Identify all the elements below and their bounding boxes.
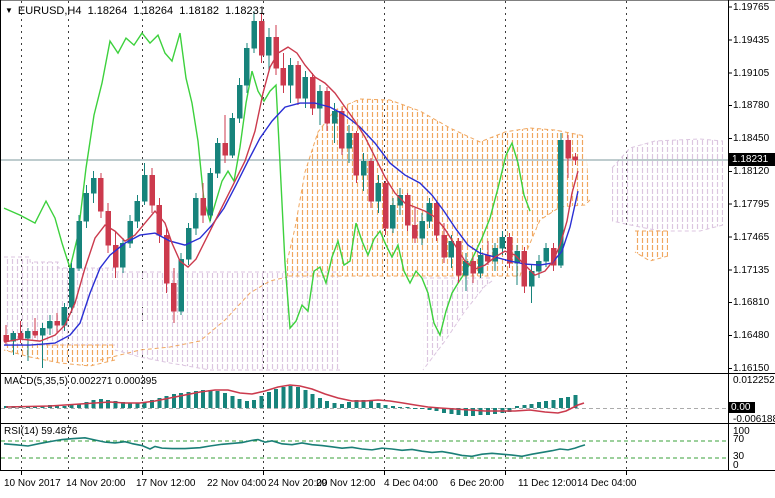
macd-axis-bottom: -0.006188: [733, 414, 775, 425]
symbol-label: EURUSD,H4: [17, 5, 82, 17]
price-tick-label: 1.18450: [733, 133, 770, 145]
ichimoku-cloud: [3, 98, 724, 371]
macd-indicator-label: MACD(5,35,5) 0.002271 0.000395: [4, 376, 157, 387]
rsi-indicator-label: RSI(14) 59.4876: [4, 426, 78, 437]
price-tick-label: 1.17465: [733, 231, 770, 243]
rsi-tick-label: 0: [733, 460, 739, 471]
price-tick-label: 1.19435: [733, 34, 770, 46]
price-tick-label: 1.17795: [733, 198, 770, 210]
price-tick-label: 1.18120: [733, 166, 770, 178]
time-axis-label: 10 Nov 2017: [4, 478, 61, 489]
time-axis-label: 14 Dec 04:00: [577, 478, 637, 489]
chart-title: ▼ EURUSD,H4 1.18264 1.18264 1.18182 1.182…: [5, 5, 268, 17]
chikou-line: [3, 31, 531, 338]
tenkan-line: [3, 46, 579, 343]
panel-borders: [0, 0, 775, 471]
macd-axis-mid: 0.00: [731, 402, 751, 413]
quote-low: 1.18182: [179, 5, 219, 17]
current-price-value: 1.18231: [732, 154, 769, 165]
rsi-tick-label: 30: [733, 451, 745, 462]
price-tick-label: 1.16810: [733, 297, 770, 309]
time-axis-label: 24 Nov 20:00: [268, 478, 328, 489]
time-axis-label: 11 Dec 12:00: [518, 478, 577, 489]
price-tick-label: 1.16480: [733, 330, 770, 342]
price-tick-label: 1.19105: [733, 67, 770, 79]
time-axis-label: 6 Dec 20:00: [450, 478, 504, 489]
quote-high: 1.18264: [133, 5, 174, 17]
rsi-layer: [1, 437, 728, 459]
current-price-box: 1.18231: [729, 153, 775, 166]
axis-ticks: [21, 6, 732, 475]
candles-layer: [3, 11, 579, 369]
time-axis-label: 22 Nov 04:00: [207, 478, 267, 489]
quote-close: 1.18231: [225, 5, 265, 17]
price-tick-label: 1.16150: [733, 363, 770, 375]
quote-open: 1.18264: [87, 5, 128, 17]
macd-signal-line: [5, 384, 585, 414]
rsi-tick-label: 100: [733, 426, 750, 437]
rsi-tick-label: 70: [733, 434, 745, 445]
price-tick-label: 1.18780: [733, 100, 770, 112]
macd-current-box: 0.00: [729, 402, 755, 413]
time-axis-label: 17 Nov 12:00: [136, 478, 196, 489]
price-tick-label: 1.19765: [733, 1, 770, 13]
time-axis-label: 29 Nov 12:00: [316, 478, 376, 489]
price-tick-label: 1.17135: [733, 264, 770, 276]
macd-axis-top: 0.012252: [733, 375, 775, 386]
time-axis-label: 14 Nov 20:00: [66, 478, 126, 489]
symbol-dropdown-icon[interactable]: ▼: [5, 6, 13, 15]
time-axis-label: 4 Dec 04:00: [384, 478, 438, 489]
